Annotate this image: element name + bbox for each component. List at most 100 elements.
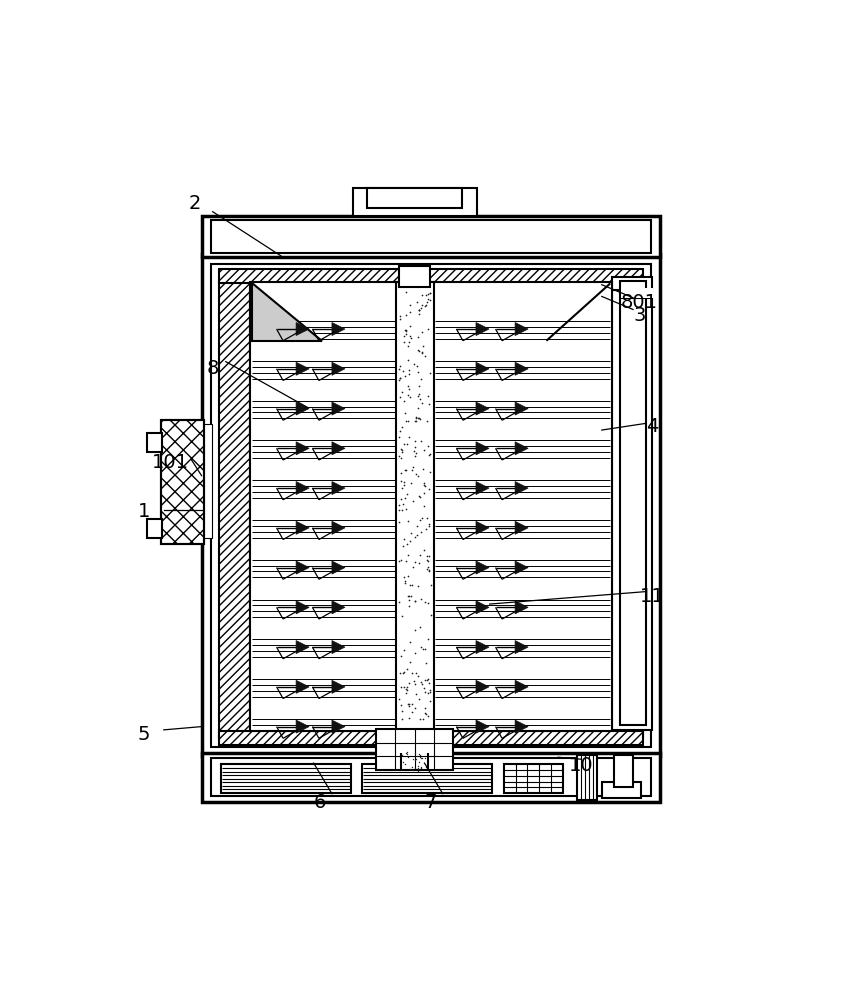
Polygon shape [332,442,345,455]
Point [402,592,415,608]
Point [414,750,427,766]
Point [394,473,408,489]
Point [392,502,405,518]
Point [395,442,409,458]
Text: 7: 7 [425,793,437,812]
Point [392,429,405,445]
Point [412,343,426,359]
Point [398,328,411,344]
Point [405,696,419,712]
Point [414,371,427,387]
Point [408,745,421,761]
Point [400,536,414,552]
Point [404,588,417,604]
Point [417,477,431,493]
Point [402,588,415,604]
Point [412,555,426,571]
Bar [211,220,651,253]
Point [399,744,413,760]
Polygon shape [515,442,528,455]
Point [395,703,409,719]
Text: 801: 801 [621,293,658,312]
Point [406,762,420,778]
Point [408,645,421,661]
Point [411,388,425,404]
Point [401,749,415,765]
Bar [220,269,643,283]
Point [393,594,406,610]
Point [400,661,414,677]
Point [418,641,431,657]
Point [421,388,435,404]
Point [410,466,423,482]
Polygon shape [296,561,309,574]
Point [394,679,408,695]
Point [421,291,435,307]
Point [423,446,436,462]
Point [416,338,430,354]
Point [399,490,412,506]
Point [403,710,416,726]
Point [422,563,436,579]
Point [392,361,405,377]
Point [394,450,408,466]
Point [402,598,415,614]
Polygon shape [476,601,489,614]
Bar [577,755,596,800]
Point [411,364,425,380]
Point [402,675,415,691]
Point [411,763,425,779]
Point [408,760,421,776]
Polygon shape [515,482,528,495]
Point [418,442,431,458]
Point [405,577,419,593]
Point [420,708,434,724]
Point [399,284,413,300]
Point [420,552,434,568]
Bar [251,282,611,731]
Polygon shape [515,680,528,693]
Point [423,675,436,691]
Point [405,559,419,575]
Point [401,588,415,604]
Point [409,439,422,455]
Point [393,553,406,569]
Polygon shape [296,641,309,654]
Point [392,691,405,707]
Polygon shape [332,641,345,654]
Bar [147,519,162,538]
Bar [202,254,660,756]
Point [418,672,431,688]
Point [399,685,413,701]
Point [416,711,430,727]
Polygon shape [515,323,528,336]
Point [423,684,436,700]
Polygon shape [515,521,528,534]
Point [402,429,415,445]
Bar [393,743,436,756]
Point [405,704,419,720]
Point [423,285,436,301]
Point [402,413,415,429]
Point [417,475,431,491]
Point [415,344,429,360]
Point [401,547,415,563]
Point [411,329,425,345]
Point [409,593,422,609]
Point [423,693,436,709]
Point [409,593,422,609]
Point [399,322,413,338]
Point [415,759,428,775]
Point [399,323,413,339]
Point [412,386,426,402]
Polygon shape [332,362,345,375]
Point [410,758,424,774]
Point [415,297,428,313]
Point [403,334,416,350]
Point [424,577,437,593]
Point [420,706,433,722]
Point [398,368,411,384]
Point [397,474,410,490]
Point [423,548,436,564]
Polygon shape [515,561,528,574]
